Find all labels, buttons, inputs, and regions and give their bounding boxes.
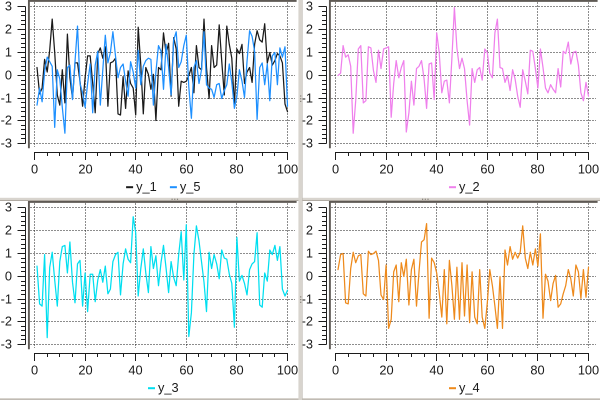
svg-text:20: 20 [78, 162, 92, 177]
svg-text:1: 1 [5, 246, 12, 261]
svg-text:0: 0 [31, 363, 38, 378]
svg-text:20: 20 [379, 363, 393, 378]
svg-text:-2: -2 [302, 314, 313, 329]
svg-text:0: 0 [31, 162, 38, 177]
svg-text:3: 3 [306, 0, 313, 14]
svg-text:20: 20 [78, 363, 92, 378]
svg-text:40: 40 [429, 363, 443, 378]
svg-text:y_5: y_5 [180, 179, 201, 194]
svg-text:-1: -1 [1, 91, 12, 106]
svg-text:80: 80 [530, 363, 544, 378]
svg-text:0: 0 [5, 68, 12, 83]
svg-text:60: 60 [480, 363, 494, 378]
svg-text:-2: -2 [302, 113, 313, 128]
svg-text:40: 40 [128, 162, 142, 177]
svg-text:y_2: y_2 [459, 179, 480, 194]
svg-text:-2: -2 [1, 314, 12, 329]
svg-text:0: 0 [332, 363, 339, 378]
svg-text:60: 60 [179, 363, 193, 378]
svg-text:100: 100 [277, 162, 298, 177]
svg-text:3: 3 [5, 200, 12, 215]
svg-text:40: 40 [429, 162, 443, 177]
svg-text:100: 100 [578, 363, 599, 378]
svg-text:3: 3 [5, 0, 12, 14]
svg-text:2: 2 [306, 22, 313, 37]
svg-text:20: 20 [379, 162, 393, 177]
svg-text:2: 2 [5, 22, 12, 37]
svg-text:80: 80 [530, 162, 544, 177]
svg-text:y_3: y_3 [158, 380, 179, 395]
svg-text:-3: -3 [302, 136, 313, 151]
svg-text:100: 100 [277, 363, 298, 378]
svg-text:y_1: y_1 [136, 179, 157, 194]
svg-text:60: 60 [480, 162, 494, 177]
svg-text:2: 2 [306, 223, 313, 238]
svg-text:y_4: y_4 [459, 380, 480, 395]
svg-text:1: 1 [306, 246, 313, 261]
svg-text:60: 60 [179, 162, 193, 177]
svg-text:-3: -3 [302, 337, 313, 352]
svg-text:-3: -3 [1, 136, 12, 151]
svg-text:-1: -1 [302, 292, 313, 307]
svg-text:0: 0 [5, 269, 12, 284]
svg-text:-2: -2 [1, 113, 12, 128]
svg-text:0: 0 [332, 162, 339, 177]
svg-text:100: 100 [578, 162, 599, 177]
svg-text:1: 1 [306, 45, 313, 60]
svg-text:-1: -1 [1, 292, 12, 307]
svg-text:-3: -3 [1, 337, 12, 352]
svg-text:-1: -1 [302, 91, 313, 106]
svg-text:80: 80 [229, 162, 243, 177]
svg-text:0: 0 [306, 68, 313, 83]
svg-text:0: 0 [306, 269, 313, 284]
svg-text:40: 40 [128, 363, 142, 378]
svg-text:2: 2 [5, 223, 12, 238]
svg-text:80: 80 [229, 363, 243, 378]
svg-text:3: 3 [306, 200, 313, 215]
svg-text:1: 1 [5, 45, 12, 60]
